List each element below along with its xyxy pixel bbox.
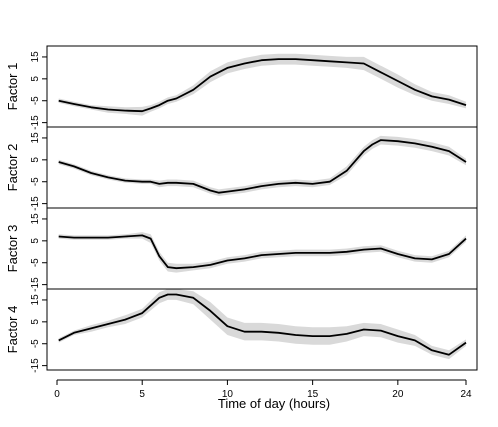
series-line <box>58 58 467 113</box>
y-tick-label: -15 <box>30 277 41 292</box>
series-line <box>58 234 467 270</box>
series-line <box>58 139 467 194</box>
confidence-band <box>58 289 466 360</box>
x-axis: 0 5 10 15 20 24 <box>54 379 472 400</box>
panel-frame <box>46 288 478 371</box>
chart-panels: 15 5 -5 -15 Factor 1 15 5 -5 -15 Factor 2 15 5 -5 -15… <box>5 45 478 373</box>
confidence-band <box>58 53 466 116</box>
y-axis-title: Factor 2 <box>5 144 20 192</box>
x-tick-label: 15 <box>307 389 319 400</box>
y-tick-label: 15 <box>30 294 41 306</box>
x-tick-label: 5 <box>139 389 145 400</box>
panel-factor-3: 15 5 -5 -15 Factor 3 <box>5 207 478 292</box>
y-tick-label: -5 <box>30 258 41 267</box>
y-tick-label: -5 <box>30 177 41 186</box>
panel-frame <box>46 207 478 290</box>
y-tick-label: -15 <box>30 115 41 130</box>
panel-factor-1: 15 5 -5 -15 Factor 1 <box>5 45 478 130</box>
y-tick-label: 15 <box>30 132 41 144</box>
confidence-band <box>58 135 466 196</box>
panel-factor-4: 15 5 -5 -15 Factor 4 <box>5 288 478 373</box>
y-tick-label: -15 <box>30 196 41 211</box>
y-tick-label: -5 <box>30 339 41 348</box>
y-tick-label: -15 <box>30 358 41 373</box>
x-tick-label: 20 <box>392 389 404 400</box>
x-axis-title: Time of day (hours) <box>218 396 330 411</box>
x-tick-label: 0 <box>54 389 60 400</box>
y-tick-label: 5 <box>30 238 41 244</box>
confidence-band <box>58 232 466 273</box>
x-tick-label: 24 <box>460 389 472 400</box>
x-tick-label: 10 <box>222 389 234 400</box>
y-tick-label: -5 <box>30 96 41 105</box>
y-axis-title: Factor 1 <box>5 63 20 111</box>
panel-factor-2: 15 5 -5 -15 Factor 2 <box>5 126 478 211</box>
series-line <box>58 293 467 356</box>
y-tick-label: 5 <box>30 157 41 163</box>
y-tick-label: 5 <box>30 76 41 82</box>
y-tick-label: 15 <box>30 51 41 63</box>
y-axis-title: Factor 4 <box>5 306 20 354</box>
y-tick-label: 15 <box>30 213 41 225</box>
y-axis-title: Factor 3 <box>5 225 20 273</box>
y-tick-label: 5 <box>30 319 41 325</box>
